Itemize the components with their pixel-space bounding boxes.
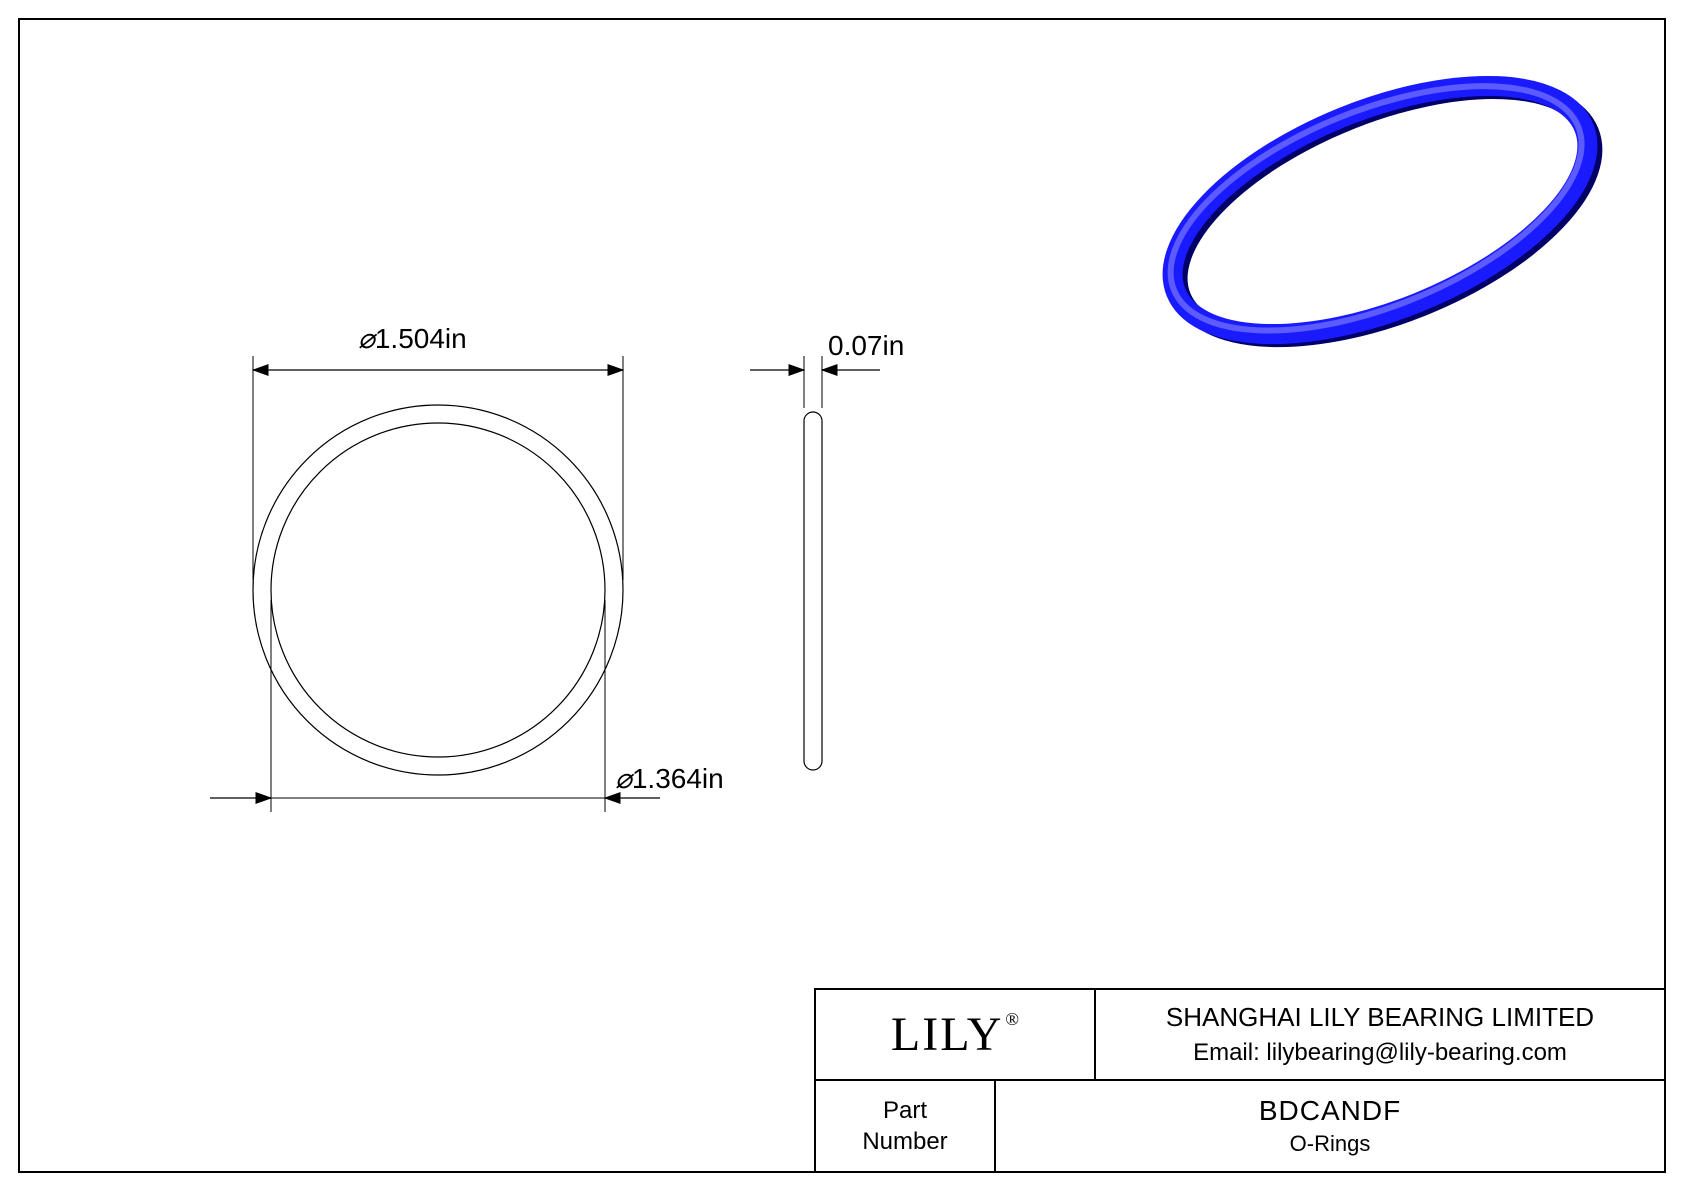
company-email: Email: lilybearing@lily-bearing.com (1193, 1039, 1567, 1067)
inner-diameter-label: ⌀1.364in (615, 762, 724, 796)
part-description: O-Rings (1290, 1131, 1371, 1157)
title-block-row-part: Part Number BDCANDF O-Rings (816, 1081, 1664, 1171)
title-block: LILY® SHANGHAI LILY BEARING LIMITED Emai… (814, 988, 1664, 1171)
outer-diameter-label: ⌀1.504in (358, 322, 467, 356)
thickness-label: 0.07in (828, 330, 904, 362)
drawing-sheet: ⌀1.504in ⌀1.364in 0.07in LILY® SHANGHAI … (18, 18, 1666, 1173)
front-view (210, 356, 660, 812)
iso-view-ring (1137, 32, 1627, 391)
logo-text: LILY® (891, 1007, 1019, 1062)
part-number-label: Part Number (816, 1081, 996, 1171)
side-view (750, 356, 880, 770)
part-number-value: BDCANDF (1259, 1095, 1401, 1127)
logo-cell: LILY® (816, 990, 1096, 1079)
title-block-row-company: LILY® SHANGHAI LILY BEARING LIMITED Emai… (816, 990, 1664, 1081)
part-number-cell: BDCANDF O-Rings (996, 1081, 1664, 1171)
company-cell: SHANGHAI LILY BEARING LIMITED Email: lil… (1096, 990, 1664, 1079)
company-name: SHANGHAI LILY BEARING LIMITED (1166, 1002, 1594, 1033)
